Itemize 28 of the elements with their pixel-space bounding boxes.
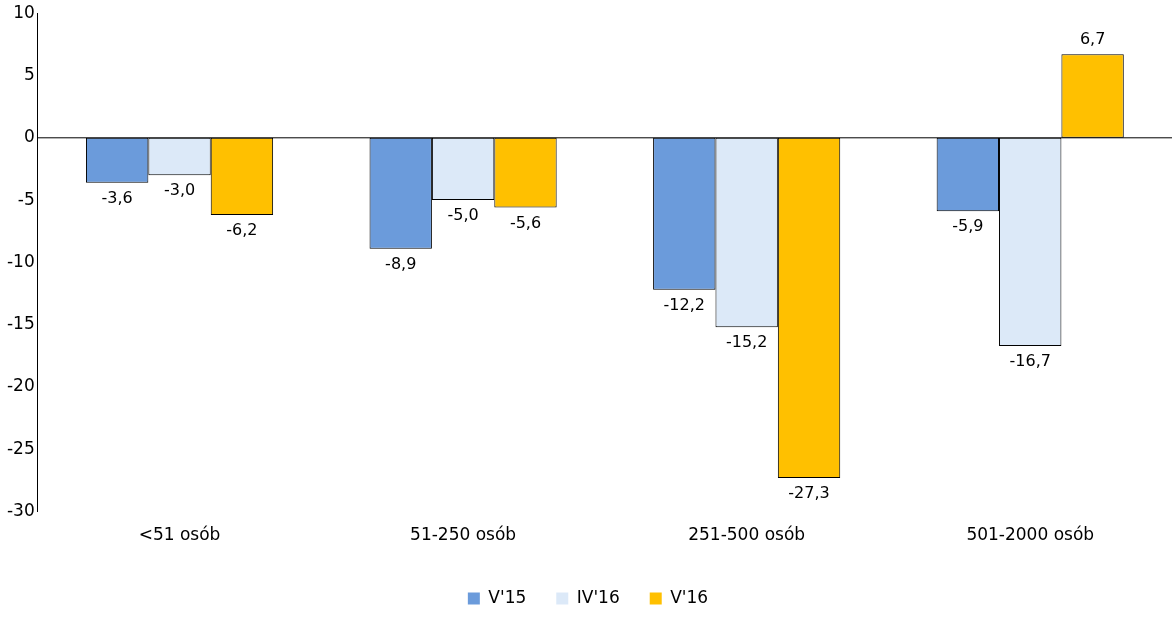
data-label: -5,0 (447, 205, 479, 225)
legend-label: V'16 (670, 586, 709, 607)
y-tick-label: 10 (13, 1, 35, 22)
x-tick-label: 251-500 osób (688, 524, 806, 545)
x-tick-label: <51 osób (138, 524, 221, 545)
y-tick-label: -25 (6, 437, 35, 458)
data-label: -15,2 (725, 332, 768, 352)
legend-label: IV'16 (576, 586, 620, 607)
x-tick-label: 501-2000 osób (966, 524, 1095, 545)
data-label: -3,6 (101, 187, 133, 207)
data-label: 6,7 (1079, 29, 1106, 49)
data-label: -6,2 (226, 220, 258, 240)
y-tick-label: 0 (23, 126, 35, 147)
data-label: -8,9 (385, 253, 417, 273)
data-label: -3,0 (163, 180, 196, 200)
x-tick-label: 51-250 osób (410, 524, 517, 545)
y-tick-label: -30 (6, 500, 35, 521)
data-label: -12,2 (663, 294, 705, 314)
y-tick-label: -5 (17, 188, 35, 209)
data-label: -16,7 (1009, 351, 1051, 371)
y-tick-label: -15 (6, 313, 35, 334)
y-tick-label: -10 (6, 250, 35, 271)
data-label: -5,9 (952, 216, 984, 236)
y-tick-label: -20 (6, 375, 35, 396)
y-tick-label: 5 (23, 63, 35, 84)
data-label: -5,6 (509, 212, 542, 232)
legend-label: V'15 (488, 586, 527, 607)
data-label: -27,3 (788, 483, 830, 503)
